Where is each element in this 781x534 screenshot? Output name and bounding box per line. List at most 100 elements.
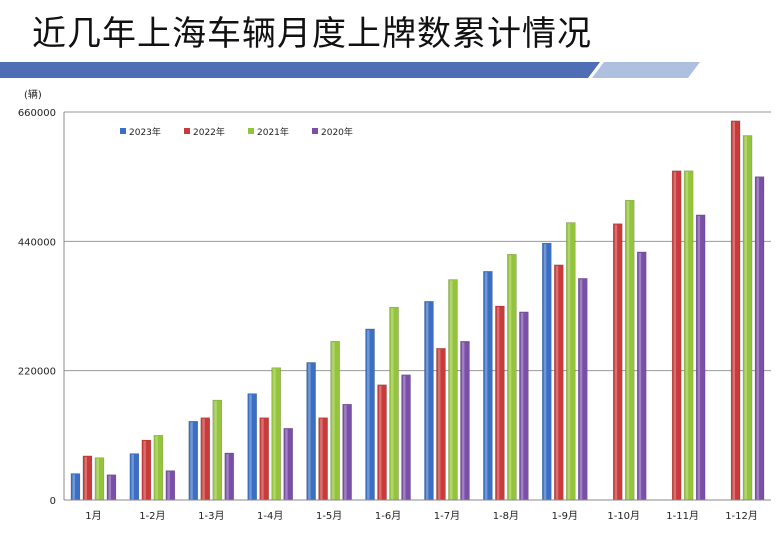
banner-bar-dark (0, 62, 600, 78)
bar (448, 279, 458, 501)
bar-highlight (484, 272, 488, 500)
bar-highlight (744, 136, 748, 501)
bar-highlight (367, 329, 370, 500)
bar (165, 470, 176, 501)
bar (730, 120, 741, 501)
legend-swatch (312, 128, 318, 134)
legend-swatch (184, 128, 190, 134)
x-tick-label: 1-12月 (725, 510, 758, 522)
x-tick-label: 1-11月 (666, 510, 699, 522)
bar-highlight (344, 405, 347, 500)
bar-highlight (626, 201, 630, 500)
bar (106, 474, 117, 501)
bar (695, 214, 706, 501)
legend-label: 2020年 (321, 126, 353, 138)
bar (141, 439, 152, 501)
x-tick-label: 1-9月 (552, 510, 578, 522)
bar (742, 135, 753, 501)
legend-label: 2022年 (193, 126, 225, 138)
x-tick-label: 1-7月 (434, 510, 460, 522)
bar-highlight (273, 368, 276, 500)
bar (212, 399, 223, 501)
x-tick-label: 1-3月 (198, 510, 224, 522)
bar-highlight (638, 252, 642, 500)
bar (612, 223, 623, 501)
bar (389, 306, 399, 501)
bar (578, 278, 588, 501)
bar (436, 348, 446, 501)
gridlines (64, 111, 771, 372)
bar-highlight (425, 302, 429, 500)
x-tick-label: 1-2月 (139, 510, 165, 522)
bar (460, 341, 470, 501)
x-tick-label: 1月 (85, 510, 101, 522)
x-tick-label: 1-4月 (257, 510, 283, 522)
bar-highlight (332, 342, 335, 500)
bar-highlight (543, 244, 547, 500)
bar-highlight (391, 308, 394, 500)
y-tick-label: 0 (50, 496, 56, 507)
bar-highlight (403, 375, 406, 500)
bar-highlight (520, 312, 524, 500)
bar (224, 452, 235, 501)
bar (82, 455, 93, 501)
bar-highlight (437, 349, 441, 500)
bar-highlight (249, 394, 252, 500)
bar (283, 428, 293, 501)
bar (188, 420, 199, 501)
bar (424, 301, 434, 501)
bar-highlight (673, 171, 677, 500)
bar (153, 435, 164, 501)
bar-highlight (685, 171, 689, 500)
bar (483, 271, 493, 501)
bar (519, 311, 529, 501)
bar-highlight (131, 454, 134, 500)
bar (70, 473, 81, 501)
bar-highlight (496, 307, 500, 500)
bar (247, 393, 257, 501)
bar (94, 457, 105, 501)
bar-highlight (84, 456, 87, 500)
axes: 0 220000 440000 660000 1月 1-2月 1-3月 1-4月 1-5月 1-6… (18, 108, 771, 522)
bar (401, 374, 411, 501)
banner-bar-light (592, 62, 700, 78)
bar (754, 176, 765, 501)
bar-highlight (155, 436, 158, 500)
legend-swatch (120, 128, 126, 134)
bar-highlight (226, 453, 229, 500)
x-tick-label: 1-8月 (493, 510, 519, 522)
legend: 2023年 2022年 2021年 2020年 (120, 126, 353, 138)
bar (330, 341, 340, 501)
bar-highlight (756, 177, 760, 500)
bar (306, 362, 316, 501)
bar-highlight (697, 215, 701, 500)
bar-highlight (508, 255, 512, 500)
bar (636, 251, 647, 501)
x-tick-label: 1-10月 (607, 510, 640, 522)
legend-swatch (248, 128, 254, 134)
y-tick-label: 220000 (18, 367, 56, 378)
y-tick-label: 660000 (18, 108, 56, 119)
legend-label: 2023年 (129, 126, 161, 138)
bar (507, 254, 517, 501)
title-banner (0, 62, 700, 78)
legend-label: 2021年 (257, 126, 289, 138)
bar-highlight (143, 441, 146, 500)
bar (566, 222, 576, 501)
bar-highlight (461, 342, 465, 500)
bar-highlight (190, 422, 193, 500)
bar-highlight (96, 458, 99, 500)
bar-chart: (辆) 0 220000 440000 660000 1月 1-2月 1-3月 1-4月 1-5… (18, 88, 771, 522)
bar (129, 453, 140, 501)
bar-highlight (449, 280, 453, 500)
bar (365, 328, 375, 501)
bar (495, 305, 505, 501)
bars (70, 120, 765, 501)
bar (318, 417, 328, 501)
bar-highlight (567, 223, 571, 500)
bar-highlight (167, 471, 170, 500)
bar-highlight (202, 418, 205, 500)
bar (683, 170, 694, 501)
bar-highlight (72, 474, 75, 500)
bar-highlight (732, 121, 736, 500)
